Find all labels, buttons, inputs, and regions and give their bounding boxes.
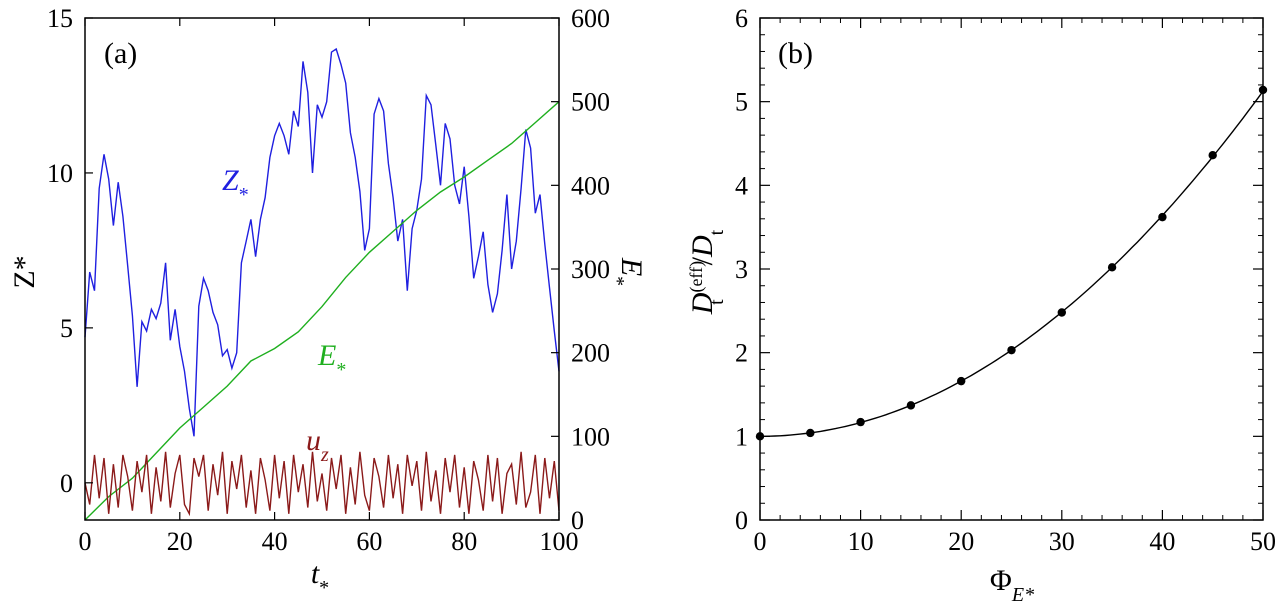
annotation-z-star-sub: * bbox=[239, 184, 249, 206]
x-tick-label: 20 bbox=[167, 527, 193, 556]
x-tick-label: 40 bbox=[262, 527, 288, 556]
panel-a-x-title: t* bbox=[311, 557, 329, 599]
annotation-z-star: Z* bbox=[222, 164, 249, 206]
series-line-z-* bbox=[84, 47, 560, 437]
panel-b-x-title: ΦE* bbox=[990, 564, 1034, 606]
right-y-tick-label: 500 bbox=[571, 88, 610, 117]
panel-a-right-y-title-sub: * bbox=[606, 276, 628, 286]
panel-b-frame bbox=[759, 17, 1264, 521]
right-y-tick-label: 200 bbox=[571, 339, 610, 368]
x-tick-label: 40 bbox=[1149, 527, 1175, 556]
data-point bbox=[1208, 151, 1217, 160]
panel-b-y-title-sub: t bbox=[706, 299, 728, 305]
right-y-tick-label: 0 bbox=[571, 506, 584, 535]
panel-b-x-title-sub: E* bbox=[1011, 584, 1034, 606]
y-tick-label: 1 bbox=[735, 422, 748, 451]
panel-a-left-y-title: Z* bbox=[8, 255, 41, 288]
panel-a-right-y-title-main: E bbox=[615, 257, 648, 276]
panel-b-ticks: 0 10 20 30 40 50 0 1 2 3 4 5 6 bbox=[735, 4, 1276, 556]
data-point bbox=[1107, 263, 1117, 272]
annotation-e-star-main: E bbox=[317, 339, 336, 372]
annotation-z-star-main: Z bbox=[222, 164, 239, 197]
annotation-e-star-sub: * bbox=[336, 359, 346, 381]
panel-b-y-title-d: D bbox=[686, 292, 719, 315]
panel-a-x-title-main: t bbox=[311, 557, 320, 590]
y-tick-label: 5 bbox=[735, 88, 748, 117]
left-y-tick-label: 15 bbox=[47, 4, 73, 33]
y-tick-label: 3 bbox=[735, 255, 748, 284]
data-point bbox=[806, 428, 815, 438]
x-tick-label: 10 bbox=[848, 527, 874, 556]
panel-b-y-title-den: D bbox=[686, 235, 719, 258]
x-tick-label: 0 bbox=[79, 527, 92, 556]
right-y-tick-label: 600 bbox=[571, 4, 610, 33]
annotation-u-z-sub: z bbox=[320, 444, 329, 466]
right-y-tick-label: 100 bbox=[571, 422, 610, 451]
x-tick-label: 0 bbox=[754, 527, 767, 556]
x-tick-label: 80 bbox=[451, 527, 477, 556]
panel-a-right-y-title: E* bbox=[606, 257, 648, 286]
fit-curve bbox=[760, 90, 1264, 437]
x-tick-label: 60 bbox=[356, 527, 382, 556]
data-point bbox=[957, 376, 966, 386]
panel-b-x-title-main: Φ bbox=[990, 564, 1012, 597]
panel-a-label: (a) bbox=[104, 37, 137, 70]
left-y-tick-label: 0 bbox=[60, 469, 73, 498]
panel-a-series-group bbox=[84, 47, 560, 521]
right-y-tick-label: 300 bbox=[571, 255, 610, 284]
data-point bbox=[1158, 212, 1167, 222]
left-y-tick-label: 10 bbox=[47, 159, 73, 188]
annotation-u-z-main: u bbox=[306, 424, 321, 457]
panel-b-series-group bbox=[755, 85, 1268, 441]
annotation-e-star: E* bbox=[317, 339, 346, 381]
x-tick-label: 50 bbox=[1250, 527, 1276, 556]
x-tick-label: 30 bbox=[1049, 527, 1075, 556]
data-point bbox=[1057, 308, 1067, 317]
data-point bbox=[906, 401, 916, 410]
panel-b-y-title-slash: / bbox=[686, 256, 719, 265]
series-line-e-* bbox=[84, 101, 560, 521]
panel-b-y-title-den-sub: t bbox=[706, 229, 728, 235]
annotation-u-z: uz bbox=[306, 424, 329, 466]
x-tick-label: 20 bbox=[948, 527, 974, 556]
x-tick-label: 100 bbox=[540, 527, 579, 556]
y-tick-label: 0 bbox=[735, 506, 748, 535]
data-point bbox=[856, 417, 865, 427]
y-tick-label: 4 bbox=[735, 171, 748, 200]
panel-b-y-title-sup: (eff) bbox=[686, 261, 707, 293]
series-line-u-z bbox=[84, 451, 560, 517]
right-y-tick-label: 400 bbox=[571, 171, 610, 200]
panel-b-label: (b) bbox=[778, 37, 813, 70]
y-tick-label: 6 bbox=[735, 4, 748, 33]
left-y-tick-label: 5 bbox=[60, 314, 73, 343]
panel-a-x-title-sub: * bbox=[319, 577, 329, 599]
data-point bbox=[1007, 345, 1016, 355]
panel-b-y-title: D(eff)t/Dt bbox=[686, 229, 728, 315]
y-tick-label: 2 bbox=[735, 339, 748, 368]
